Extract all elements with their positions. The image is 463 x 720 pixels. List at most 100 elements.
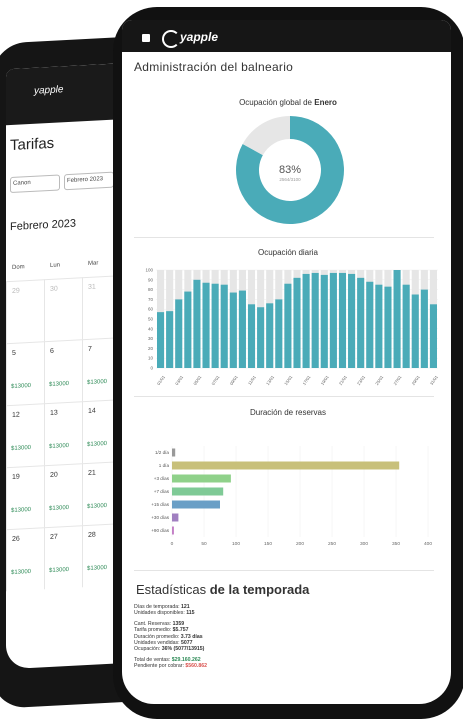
menu-icon[interactable] [142, 34, 150, 42]
y-category-label: +30 días [151, 515, 169, 520]
stat-value: 1359 [172, 620, 185, 627]
x-tick-label: 13/01 [265, 374, 275, 386]
x-tick-label: 100 [232, 541, 240, 547]
weekday-tuesday: Mar [88, 260, 99, 267]
x-tick-label: 50 [201, 541, 207, 547]
stat-label: Duración promedio: [134, 633, 181, 640]
calendar-day-price: $13000 [49, 504, 70, 513]
stat-line: Unidades vendidas: 5077 [134, 640, 193, 646]
x-tick-label: 25/01 [374, 374, 384, 386]
lodging-select[interactable]: Canon [10, 174, 60, 194]
stat-line: Unidades disponibles: 115 [134, 610, 195, 616]
y-category-label: +7 días [154, 489, 170, 494]
bar-daily-occupancy [366, 281, 374, 368]
calendar-day-cell[interactable]: 6 $13000 [44, 339, 82, 404]
divider [134, 570, 434, 571]
calendar-day-cell[interactable]: 20 $13000 [44, 463, 82, 528]
back-app-logo: yapple [34, 84, 64, 97]
calendar-day-cell[interactable]: 27 $13000 [44, 525, 82, 590]
bar-daily-occupancy [220, 284, 228, 368]
app-top-bar: yapple [122, 20, 451, 52]
divider [134, 396, 434, 397]
app-logo: yapple [180, 30, 219, 44]
front-phone-screen: yapple Administración del balneario Ocup… [122, 20, 451, 704]
x-tick-label: 250 [328, 541, 336, 547]
stat-value: 3.73 días [180, 633, 203, 640]
bar-daily-occupancy [348, 273, 356, 368]
calendar-day-cell[interactable]: 13 $13000 [44, 401, 82, 466]
y-tick-label: 40 [148, 326, 154, 331]
stat-line: Días de temporada: 121 [134, 604, 190, 610]
x-tick-label: 03/01 [174, 374, 184, 386]
calendar-day-number: 21 [88, 469, 96, 477]
stat-value: $29.160.262 [171, 656, 201, 663]
x-tick-label: 300 [360, 541, 368, 547]
stat-line: Cant. Reservas: 1359 [134, 621, 184, 627]
calendar-day-cell[interactable]: 5 $13000 [6, 341, 44, 406]
stat-value: $5.757 [172, 627, 189, 634]
bar-daily-occupancy [211, 283, 219, 368]
bar-daily-occupancy [420, 289, 428, 368]
calendar-day-cell[interactable]: 12 $13000 [6, 403, 44, 468]
y-category-label: +3 días [154, 476, 170, 481]
calendar-day-number: 31 [88, 283, 96, 291]
donut-title-prefix: Ocupación global de [239, 98, 313, 107]
bar-daily-occupancy [284, 283, 292, 368]
bar-daily-occupancy [411, 294, 419, 368]
stats-title-bold: de la temporada [209, 582, 310, 597]
bar-daily-occupancy [293, 277, 301, 368]
calendar-day-price: $13000 [49, 380, 70, 389]
x-tick-label: 400 [424, 541, 432, 547]
back-page-title: Tarifas [10, 134, 55, 155]
bar-daily-occupancy [311, 272, 319, 368]
divider [134, 237, 434, 238]
bar-reservation-duration [172, 474, 231, 483]
stat-value: 36% (5077/13915) [161, 646, 205, 653]
stat-label: Total de ventas: [134, 656, 172, 663]
bar-daily-occupancy [375, 284, 383, 368]
calendar-day-number: 28 [88, 531, 96, 539]
stat-label: Unidades vendidas: [134, 640, 182, 646]
calendar-day-price: $13000 [11, 444, 32, 453]
bar-daily-occupancy [393, 270, 401, 368]
calendar-day-cell[interactable]: 29 [6, 279, 44, 344]
donut-chart-title: Ocupación global de Enero [134, 98, 442, 107]
bar-daily-occupancy [193, 279, 201, 368]
calendar-day-number: 26 [12, 535, 20, 543]
donut-center-percent: 83% [279, 164, 301, 176]
calendar-day-cell[interactable]: 26 $13000 [6, 527, 44, 592]
calendar-month-label: Febrero 2023 [10, 217, 77, 234]
bar-reservation-duration [172, 500, 220, 509]
calendar-day-cell[interactable]: 30 [44, 277, 82, 342]
bar-daily-occupancy [329, 272, 337, 368]
calendar-day-number: 14 [88, 407, 96, 415]
x-tick-label: 150 [264, 541, 272, 547]
y-category-label: 1 día [159, 463, 170, 468]
calendar-day-cell[interactable]: 19 $13000 [6, 465, 44, 530]
bar-daily-occupancy [184, 291, 192, 368]
bar-reservation-duration [172, 526, 174, 535]
y-tick-label: 20 [148, 346, 154, 351]
stat-label: Días de temporada: [134, 604, 182, 610]
y-tick-label: 100 [145, 268, 153, 273]
donut-title-month: Enero [314, 98, 337, 107]
page-title: Administración del balneario [134, 60, 294, 74]
y-tick-label: 80 [148, 287, 154, 292]
y-tick-label: 10 [148, 356, 154, 361]
weekday-sunday: Dom [12, 264, 25, 271]
calendar-day-price: $13000 [87, 440, 108, 449]
bar-daily-occupancy [357, 277, 365, 368]
stats-title-light: Estadísticas [136, 582, 207, 597]
x-tick-label: 19/01 [320, 374, 330, 386]
bar-daily-occupancy [338, 272, 347, 368]
stat-label: Pendiente por cobrar: [134, 663, 186, 670]
bar-daily-occupancy [166, 311, 174, 368]
duration-chart-title: Duración de reservas [249, 408, 327, 417]
month-select[interactable]: Febrero 2023 [64, 171, 114, 191]
stat-value: 115 [186, 610, 195, 617]
bar-reservation-duration [172, 461, 400, 470]
y-tick-label: 70 [148, 297, 154, 302]
logo-swirl-icon [162, 30, 180, 48]
stat-value: $560.862 [185, 663, 207, 670]
y-tick-label: 50 [148, 317, 154, 322]
